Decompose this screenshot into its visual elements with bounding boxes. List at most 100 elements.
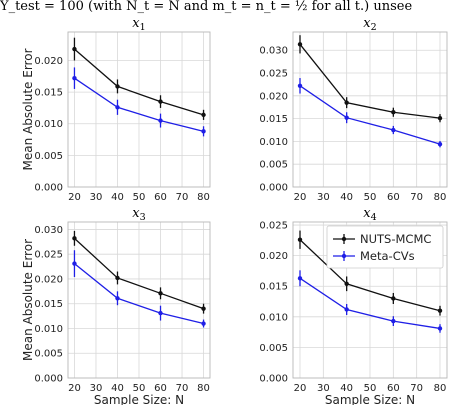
x-tick-label: 80 [434, 383, 447, 394]
x-axis-label: Sample Size: N [325, 393, 415, 405]
data-point [158, 118, 163, 123]
x-tick-label: 20 [68, 192, 81, 203]
data-point [437, 141, 443, 147]
data-point [72, 75, 77, 81]
data-point [158, 99, 163, 104]
x-tick-label: 20 [68, 383, 81, 394]
y-axis-label: Mean Absolute Error [21, 239, 35, 361]
x-tick-label: 70 [410, 192, 423, 203]
legend-label: NUTS-MCMC [360, 232, 431, 246]
chart-panel-4: 0.000 0.005 0.010 0.015 0.020 0.025 20 30 40 50 60… [259, 206, 448, 405]
series-line-2 [74, 77, 204, 132]
series-line-1 [74, 48, 204, 116]
legend-marker [341, 253, 347, 259]
x-tick-label: 40 [340, 192, 353, 203]
data-point [297, 83, 303, 88]
data-point [437, 308, 443, 313]
x-tick-label: 40 [111, 192, 124, 203]
y-tick-label: 0.000 [34, 183, 63, 194]
x-tick-label: 60 [387, 192, 400, 203]
x-tick-label: 60 [387, 383, 400, 394]
chart-title: x4 [363, 206, 376, 223]
chart-panel-2: 0.000 0.005 0.010 0.015 0.020 0.025 0.030 20 30 4… [259, 16, 448, 203]
x-tick-label: 70 [176, 192, 189, 203]
data-point [297, 237, 303, 242]
chart-title: x3 [132, 206, 145, 223]
y-tick-label: 0.020 [259, 91, 288, 102]
data-point [115, 105, 120, 110]
data-point [344, 115, 349, 120]
data-point [437, 326, 443, 331]
y-tick-label: 0.015 [259, 282, 288, 293]
data-point [115, 296, 120, 301]
y-tick-label: 0.010 [34, 119, 63, 130]
plot-frame [292, 31, 448, 188]
data-point [201, 306, 206, 311]
y-tick-label: 0.010 [259, 137, 288, 148]
data-point [391, 127, 396, 133]
data-point [72, 261, 77, 266]
y-tick-label: 0.000 [34, 374, 63, 385]
chart-panels: 0.000 0.005 0.010 0.015 0.020 20 30 40 50 60 70 80 x… [21, 16, 448, 405]
x-tick-label: 30 [317, 192, 330, 203]
legend-label: Meta-CVs [360, 249, 415, 263]
chart-panel-1: 0.000 0.005 0.010 0.015 0.020 20 30 40 50 60 70 80 x… [21, 16, 211, 203]
data-point [72, 46, 77, 52]
data-point [201, 112, 206, 118]
y-tick-label: 0.015 [34, 299, 63, 310]
x-tick-label: 30 [90, 383, 103, 394]
data-point [391, 318, 396, 324]
y-tick-label: 0.025 [259, 69, 288, 80]
x-tick-label: 30 [317, 383, 330, 394]
y-tick-label: 0.015 [259, 114, 288, 125]
x-tick-label: 50 [364, 383, 377, 394]
data-point [344, 100, 349, 105]
x-tick-label: 70 [410, 383, 423, 394]
data-point [344, 281, 349, 286]
y-tick-label: 0.005 [34, 151, 63, 162]
data-point [115, 275, 120, 281]
y-tick-label: 0.015 [34, 88, 63, 99]
series-line-2 [299, 277, 441, 330]
plot-frame [67, 31, 211, 188]
data-point [72, 236, 77, 241]
x-tick-label: 50 [133, 383, 146, 394]
y-tick-label: 0.025 [34, 250, 63, 261]
y-tick-label: 0.005 [259, 160, 288, 171]
x-tick-label: 70 [176, 383, 189, 394]
x-tick-label: 50 [364, 192, 377, 203]
data-point [391, 110, 396, 115]
data-point [437, 115, 443, 121]
series-line-2 [74, 263, 204, 325]
data-point [297, 42, 303, 47]
y-tick-label: 0.025 [259, 221, 288, 232]
x-tick-label: 60 [154, 192, 167, 203]
y-tick-label: 0.000 [259, 374, 288, 385]
x-tick-label: 40 [111, 383, 124, 394]
chart-panel-3: 0.000 0.005 0.010 0.015 0.020 0.025 0.030 20 30 4… [21, 206, 211, 405]
header-crop-text: Y_test = 100 (with N_t = N and m_t = n_t… [0, 0, 412, 14]
y-tick-label: 0.010 [34, 324, 63, 335]
data-point [344, 307, 349, 312]
x-tick-label: 80 [434, 192, 447, 203]
x-tick-label: 30 [90, 192, 103, 203]
series-line-1 [299, 239, 441, 312]
x-axis-label: Sample Size: N [94, 393, 184, 405]
y-tick-label: 0.010 [259, 312, 288, 323]
series-line-2 [299, 85, 441, 145]
data-point [201, 321, 206, 326]
data-point [297, 276, 303, 281]
y-tick-label: 0.005 [34, 349, 63, 360]
chart-title: x2 [363, 16, 376, 33]
y-tick-label: 0.020 [34, 274, 63, 285]
x-tick-label: 40 [340, 383, 353, 394]
x-tick-label: 20 [294, 192, 307, 203]
plot-frame [292, 221, 448, 379]
series-line-1 [299, 43, 441, 119]
x-tick-label: 50 [133, 192, 146, 203]
x-tick-label: 60 [154, 383, 167, 394]
chart-title: x1 [132, 16, 145, 33]
data-point [158, 291, 163, 296]
series-line-1 [74, 237, 204, 310]
